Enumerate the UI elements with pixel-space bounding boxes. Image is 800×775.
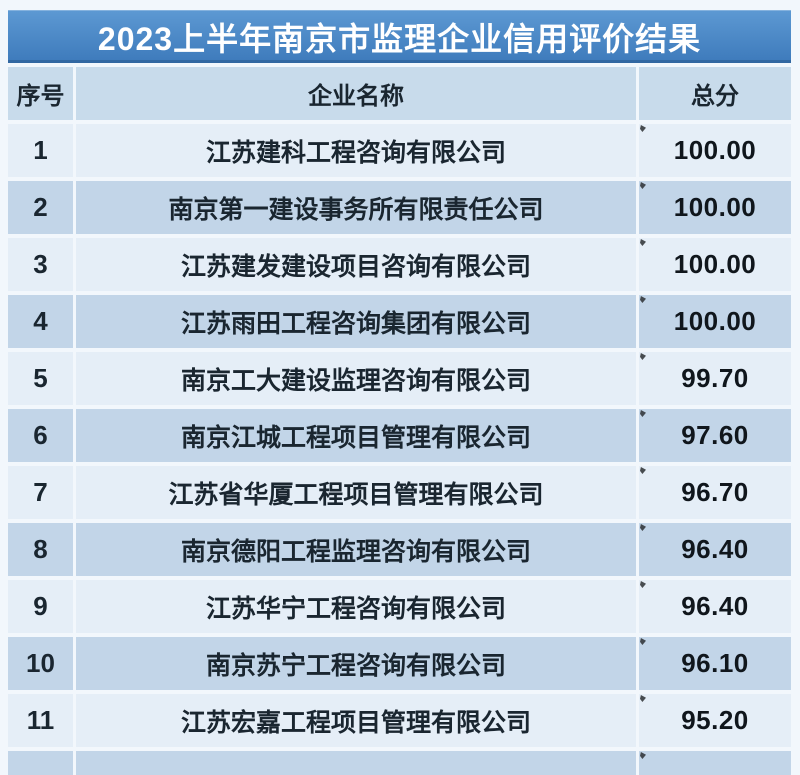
row-index: 10	[8, 637, 73, 690]
corner-tick	[640, 353, 646, 360]
company-name: 江苏建科工程咨询有限公司	[76, 124, 636, 177]
total-score-cell: 100.00	[639, 295, 791, 348]
total-score-cell: 99.70	[639, 352, 791, 405]
row-index: 4	[8, 295, 73, 348]
company-name: 南京工大建设监理咨询有限公司	[76, 352, 636, 405]
total-score: 99.70	[681, 363, 749, 393]
corner-tick	[640, 467, 646, 474]
row-index: 5	[8, 352, 73, 405]
column-header-total-score: 总分	[639, 67, 791, 120]
total-score: 100.00	[673, 192, 757, 222]
table-row: 4 江苏雨田工程咨询集团有限公司 100.00	[8, 295, 791, 348]
total-score-cell: 96.40	[639, 523, 791, 576]
total-score-cell: 95.20	[639, 694, 791, 747]
company-name: 江苏省华厦工程项目管理有限公司	[76, 466, 636, 519]
corner-tick	[640, 638, 646, 645]
table-row: 2 南京第一建设事务所有限责任公司 100.00	[8, 181, 791, 234]
table-header-row: 序号 企业名称 总分	[8, 67, 791, 120]
company-name: 江苏华宁工程咨询有限公司	[76, 580, 636, 633]
company-name: 南京江城工程项目管理有限公司	[76, 409, 636, 462]
row-index: 7	[8, 466, 73, 519]
total-score: 96.10	[681, 648, 749, 678]
table-row: 5 南京工大建设监理咨询有限公司 99.70	[8, 352, 791, 405]
row-index: 8	[8, 523, 73, 576]
table-body: 1 江苏建科工程咨询有限公司 100.00 2 南京第一建设事务所有限责任公司 …	[8, 124, 791, 747]
corner-tick	[640, 524, 646, 531]
corner-tick	[640, 410, 646, 417]
table-row: 10 南京苏宁工程咨询有限公司 96.10	[8, 637, 791, 690]
corner-tick	[640, 752, 646, 759]
company-name: 南京苏宁工程咨询有限公司	[76, 637, 636, 690]
partial-row-name-cell	[76, 751, 636, 775]
row-index: 6	[8, 409, 73, 462]
table-row: 11 江苏宏嘉工程项目管理有限公司 95.20	[8, 694, 791, 747]
table-title-bar: 2023上半年南京市监理企业信用评价结果	[8, 10, 791, 63]
table-row: 6 南京江城工程项目管理有限公司 97.60	[8, 409, 791, 462]
table-row: 8 南京德阳工程监理咨询有限公司 96.40	[8, 523, 791, 576]
row-index: 2	[8, 181, 73, 234]
table-row: 1 江苏建科工程咨询有限公司 100.00	[8, 124, 791, 177]
total-score: 100.00	[673, 306, 757, 336]
company-name: 江苏宏嘉工程项目管理有限公司	[76, 694, 636, 747]
corner-tick	[640, 239, 646, 246]
total-score-cell: 96.10	[639, 637, 791, 690]
company-name: 南京第一建设事务所有限责任公司	[76, 181, 636, 234]
total-score-cell: 96.70	[639, 466, 791, 519]
corner-tick	[640, 125, 646, 132]
total-score: 96.40	[681, 534, 749, 564]
row-index: 11	[8, 694, 73, 747]
company-name: 江苏雨田工程咨询集团有限公司	[76, 295, 636, 348]
total-score: 100.00	[673, 249, 757, 279]
total-score-cell: 100.00	[639, 181, 791, 234]
page-title: 2023上半年南京市监理企业信用评价结果	[97, 20, 702, 57]
total-score: 96.40	[681, 591, 749, 621]
partial-row-score-cell	[639, 751, 791, 775]
table-row: 7 江苏省华厦工程项目管理有限公司 96.70	[8, 466, 791, 519]
partial-row-index-cell	[8, 751, 73, 775]
company-name: 江苏建发建设项目咨询有限公司	[76, 238, 636, 291]
total-score: 95.20	[681, 705, 749, 735]
partial-next-row	[8, 751, 791, 775]
total-score-cell: 100.00	[639, 238, 791, 291]
total-score-cell: 100.00	[639, 124, 791, 177]
total-score-cell: 97.60	[639, 409, 791, 462]
row-index: 3	[8, 238, 73, 291]
corner-tick	[640, 695, 646, 702]
table-row: 3 江苏建发建设项目咨询有限公司 100.00	[8, 238, 791, 291]
corner-tick	[640, 182, 646, 189]
corner-tick	[640, 581, 646, 588]
total-score: 97.60	[681, 420, 749, 450]
total-score-cell: 96.40	[639, 580, 791, 633]
corner-tick	[640, 296, 646, 303]
row-index: 9	[8, 580, 73, 633]
total-score: 100.00	[673, 135, 757, 165]
company-name: 南京德阳工程监理咨询有限公司	[76, 523, 636, 576]
table-row: 9 江苏华宁工程咨询有限公司 96.40	[8, 580, 791, 633]
row-index: 1	[8, 124, 73, 177]
total-score: 96.70	[681, 477, 749, 507]
column-header-company-name: 企业名称	[76, 67, 636, 120]
column-header-index: 序号	[8, 67, 73, 120]
